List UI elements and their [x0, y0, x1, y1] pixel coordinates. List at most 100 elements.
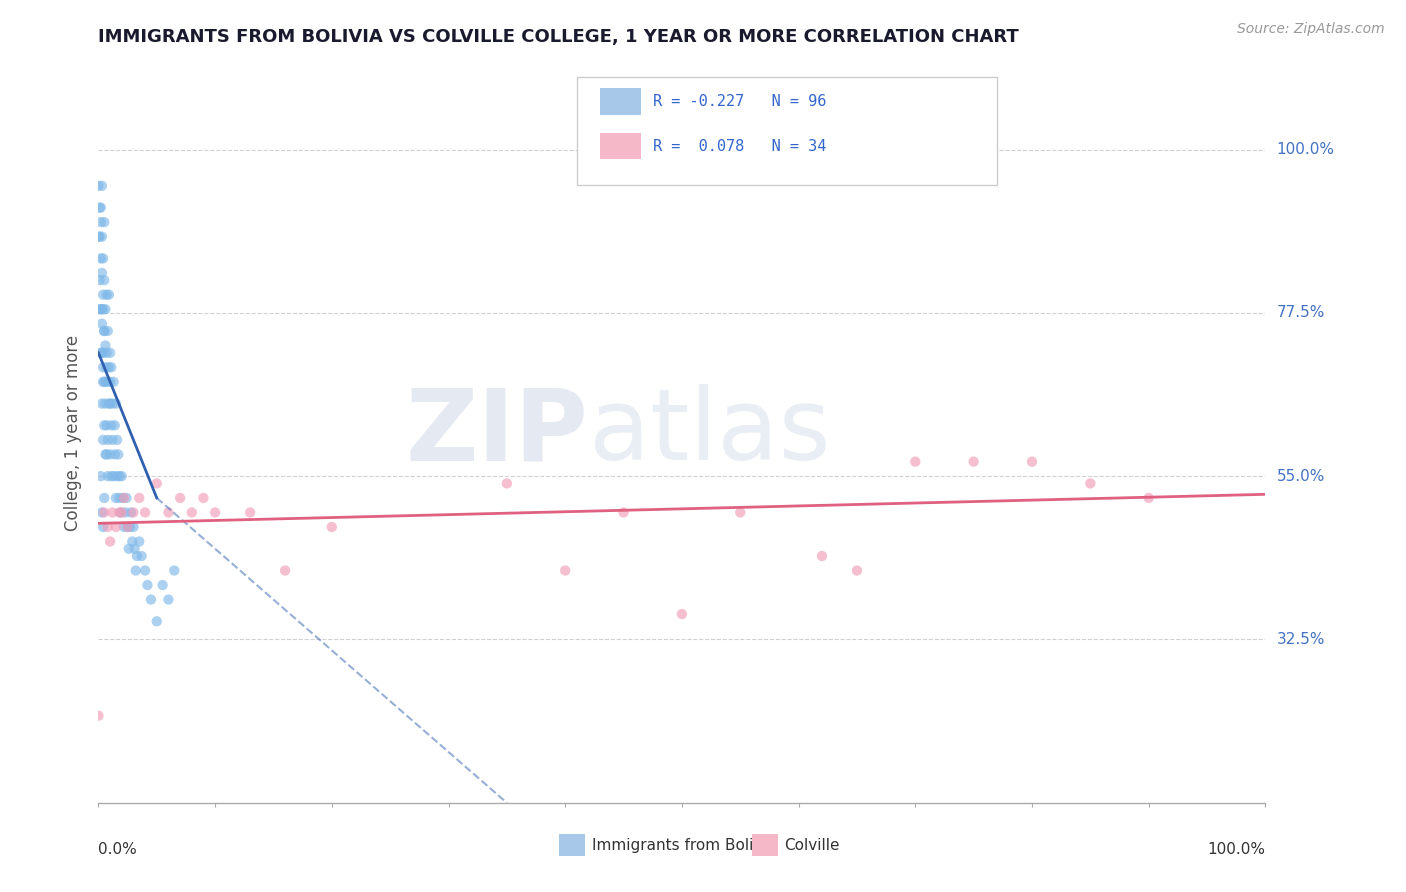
Point	[101, 506, 124, 520]
Point	[91, 520, 114, 534]
Point	[846, 564, 869, 578]
Text: IMMIGRANTS FROM BOLIVIA VS COLVILLE COLLEGE, 1 YEAR OR MORE CORRELATION CHART: IMMIGRANTS FROM BOLIVIA VS COLVILLE COLL…	[98, 28, 1019, 45]
Point	[90, 345, 112, 359]
Point	[104, 520, 127, 534]
Point	[115, 491, 138, 505]
Point	[90, 201, 112, 215]
Point	[117, 520, 139, 534]
Text: Colville: Colville	[785, 838, 841, 853]
Point	[321, 520, 343, 534]
Point	[90, 317, 112, 331]
Point	[125, 549, 148, 563]
Point	[613, 506, 636, 520]
Point	[93, 375, 115, 389]
Point	[193, 491, 215, 505]
Point	[97, 469, 120, 483]
Point	[100, 469, 122, 483]
Point	[97, 433, 120, 447]
Point	[94, 338, 117, 352]
Point	[108, 491, 131, 505]
Point	[103, 375, 125, 389]
Point	[93, 215, 115, 229]
Point	[94, 375, 117, 389]
Point	[89, 229, 111, 244]
Point	[98, 447, 121, 461]
Point	[125, 564, 148, 578]
Point	[104, 418, 127, 433]
Point	[100, 418, 122, 433]
Point	[100, 360, 122, 375]
Point	[93, 324, 115, 338]
Point	[157, 506, 180, 520]
Point	[114, 506, 136, 520]
Point	[89, 201, 111, 215]
Point	[91, 302, 114, 317]
Point	[904, 455, 927, 469]
Point	[91, 433, 114, 447]
Point	[110, 506, 132, 520]
Point	[96, 447, 118, 461]
Point	[111, 491, 134, 505]
Point	[134, 506, 156, 520]
Point	[122, 520, 145, 534]
Point	[118, 541, 141, 556]
Point	[107, 447, 129, 461]
Point	[554, 564, 576, 578]
Point	[97, 324, 120, 338]
Point	[811, 549, 834, 563]
Point	[93, 273, 115, 287]
Point	[91, 345, 114, 359]
Point	[1137, 491, 1160, 505]
Text: ZIP: ZIP	[406, 384, 589, 481]
Point	[89, 302, 111, 317]
Point	[87, 178, 110, 193]
Point	[97, 375, 120, 389]
Point	[120, 506, 142, 520]
Point	[112, 520, 135, 534]
Point	[90, 178, 112, 193]
Point	[98, 375, 121, 389]
Text: 77.5%: 77.5%	[1277, 305, 1324, 320]
Point	[90, 506, 112, 520]
Point	[96, 360, 118, 375]
Point	[91, 287, 114, 301]
Point	[118, 520, 141, 534]
Point	[101, 433, 124, 447]
Point	[101, 396, 124, 410]
Point	[97, 520, 120, 534]
Point	[274, 564, 297, 578]
Point	[89, 273, 111, 287]
Point	[90, 302, 112, 317]
Text: 100.0%: 100.0%	[1277, 142, 1334, 157]
Bar	[560, 834, 585, 856]
Point	[128, 534, 150, 549]
Point	[103, 469, 125, 483]
Point	[91, 375, 114, 389]
Point	[90, 266, 112, 280]
Point	[146, 615, 169, 629]
Point	[96, 287, 118, 301]
Point	[128, 491, 150, 505]
Point	[93, 324, 115, 338]
Point	[87, 708, 110, 723]
Point	[90, 469, 112, 483]
Point	[87, 229, 110, 244]
Text: R = -0.227   N = 96: R = -0.227 N = 96	[652, 95, 827, 109]
Point	[131, 549, 153, 563]
Point	[90, 396, 112, 410]
Point	[90, 229, 112, 244]
Point	[108, 506, 131, 520]
Point	[962, 455, 984, 469]
Point	[204, 506, 226, 520]
Point	[496, 476, 519, 491]
Text: 100.0%: 100.0%	[1208, 842, 1265, 856]
Point	[111, 506, 134, 520]
Point	[1080, 476, 1102, 491]
Point	[1021, 455, 1043, 469]
Y-axis label: College, 1 year or more: College, 1 year or more	[65, 334, 83, 531]
Point	[104, 447, 127, 461]
Point	[93, 506, 115, 520]
Point	[91, 360, 114, 375]
Bar	[752, 834, 778, 856]
Point	[104, 491, 127, 505]
